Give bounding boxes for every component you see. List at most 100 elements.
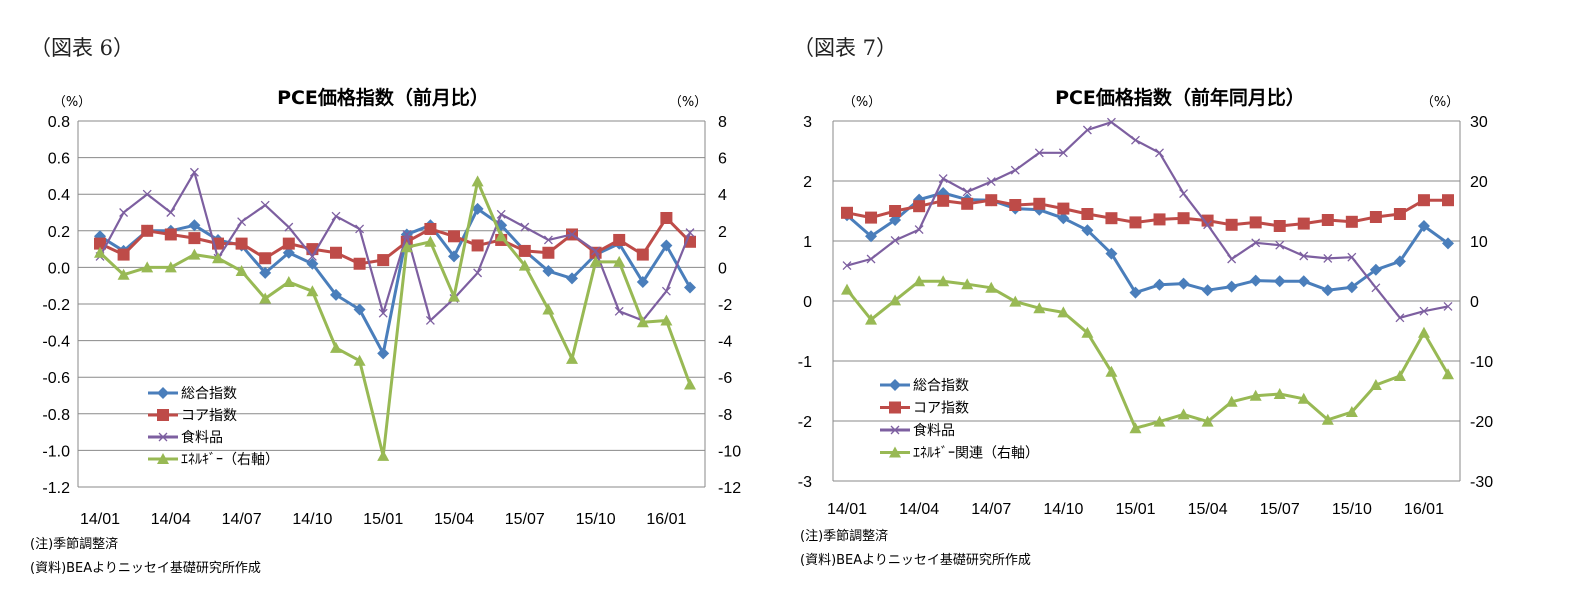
data-point-core xyxy=(1369,211,1382,223)
y-tick-label: 0 xyxy=(803,294,812,311)
data-point-core xyxy=(542,246,555,259)
data-point-core xyxy=(1393,208,1406,220)
data-point-core xyxy=(1153,213,1166,226)
data-point-total xyxy=(660,239,673,252)
data-point-energy xyxy=(1057,306,1070,318)
data-point-energy xyxy=(889,294,902,306)
legend-label-energy: ｴﾈﾙｷﾞｰ関連（右軸） xyxy=(913,446,1039,462)
data-point-food xyxy=(1419,306,1429,316)
data-point-core xyxy=(660,211,673,224)
legend-label-food: 食料品 xyxy=(913,422,955,439)
data-point-total xyxy=(1321,284,1334,297)
legend-label-core: コア指数 xyxy=(913,401,969,417)
data-point-total xyxy=(448,250,460,263)
y-tick-label: -1.2 xyxy=(42,480,70,497)
data-point-energy xyxy=(542,303,555,315)
legend-marker-energy xyxy=(157,453,169,464)
y2-tick-label: 6 xyxy=(718,151,727,168)
x-tick-label: 14/04 xyxy=(899,501,939,518)
data-point-food xyxy=(284,222,294,232)
data-point-core xyxy=(1442,194,1454,207)
y-tick-label: -3 xyxy=(798,474,812,491)
y2-tick-label: 20 xyxy=(1470,174,1488,191)
data-point-total xyxy=(1393,255,1406,268)
y2-axis-unit: （%） xyxy=(669,95,707,110)
data-point-energy xyxy=(212,252,224,264)
data-point-energy xyxy=(1177,408,1190,420)
data-point-total xyxy=(353,303,366,316)
y-tick-label: 3 xyxy=(803,114,812,131)
x-tick-label: 15/07 xyxy=(1260,501,1300,518)
x-tick-label: 16/01 xyxy=(646,511,686,528)
data-point-food xyxy=(1275,240,1285,250)
data-point-core xyxy=(1129,216,1142,229)
data-point-core xyxy=(282,237,295,250)
data-point-energy xyxy=(117,268,130,280)
data-point-food xyxy=(1155,148,1164,158)
data-point-total xyxy=(636,276,649,289)
data-point-energy xyxy=(684,378,696,390)
data-point-food xyxy=(567,230,577,239)
data-point-energy xyxy=(400,241,413,253)
data-point-core xyxy=(94,237,106,250)
data-point-total xyxy=(1345,281,1358,294)
y-tick-label: 0.2 xyxy=(48,224,70,241)
data-point-core xyxy=(353,257,366,270)
data-point-total xyxy=(188,219,201,232)
data-point-food xyxy=(1443,301,1453,311)
legend-marker-food xyxy=(158,432,168,442)
data-point-total xyxy=(684,281,696,294)
data-point-energy xyxy=(660,314,673,326)
data-point-energy xyxy=(141,261,154,273)
data-point-energy xyxy=(1393,370,1406,381)
y-tick-label: -0.4 xyxy=(42,334,70,351)
y2-tick-label: -10 xyxy=(718,443,741,460)
data-point-core xyxy=(1201,214,1214,227)
data-point-energy xyxy=(377,449,390,461)
y2-tick-label: -12 xyxy=(718,480,741,497)
data-point-energy xyxy=(424,235,437,247)
chart-title: PCE価格指数（前年同月比） xyxy=(1055,86,1305,109)
y2-tick-label: -8 xyxy=(718,407,732,424)
data-point-total xyxy=(330,288,342,301)
data-point-core xyxy=(841,206,853,219)
data-point-energy xyxy=(1321,413,1334,425)
y2-tick-label: 0 xyxy=(1470,294,1479,311)
data-point-energy xyxy=(937,275,950,287)
data-point-total xyxy=(1369,263,1382,276)
data-point-energy xyxy=(188,248,201,260)
data-point-food xyxy=(496,209,506,219)
data-point-food xyxy=(890,235,900,245)
y2-tick-label: 30 xyxy=(1470,114,1488,131)
data-point-food xyxy=(1058,148,1068,158)
data-point-food xyxy=(1251,238,1261,248)
data-point-energy xyxy=(259,292,272,304)
data-point-core xyxy=(377,254,390,267)
data-point-food xyxy=(1299,251,1309,261)
data-point-energy xyxy=(841,283,853,295)
series-energy xyxy=(94,175,696,461)
y2-tick-label: -30 xyxy=(1470,474,1493,491)
data-point-food xyxy=(260,200,270,210)
data-point-food xyxy=(866,254,876,264)
series-core xyxy=(841,194,1454,232)
y-tick-label: -1 xyxy=(798,354,812,371)
data-point-energy xyxy=(913,275,926,287)
data-point-energy xyxy=(235,265,248,277)
data-point-core xyxy=(448,230,460,243)
data-point-energy xyxy=(1369,379,1382,390)
y-tick-label: 0.8 xyxy=(48,114,70,131)
data-point-energy xyxy=(94,246,106,258)
chart-2: （図表 7） PCE価格指数（前年同月比） （%） （%） 3 30 2 20 1 10 0 0 -1 -… xyxy=(793,36,1493,568)
data-point-energy xyxy=(1345,406,1358,417)
data-point-core xyxy=(164,228,177,241)
data-point-energy xyxy=(1201,415,1214,427)
data-point-energy xyxy=(1129,422,1142,434)
x-tick-label: 14/07 xyxy=(971,501,1011,518)
data-point-core xyxy=(1009,199,1022,211)
data-point-food xyxy=(1010,165,1020,175)
chart-1: （図表 6） PCE価格指数（前月比） （%） （%） 0.8 8 0.6 6 0.4 4 0.2 2… xyxy=(30,36,741,576)
x-tick-label: 14/01 xyxy=(80,511,120,528)
data-point-total xyxy=(1057,212,1070,225)
x-tick-label: 15/04 xyxy=(1188,501,1228,518)
